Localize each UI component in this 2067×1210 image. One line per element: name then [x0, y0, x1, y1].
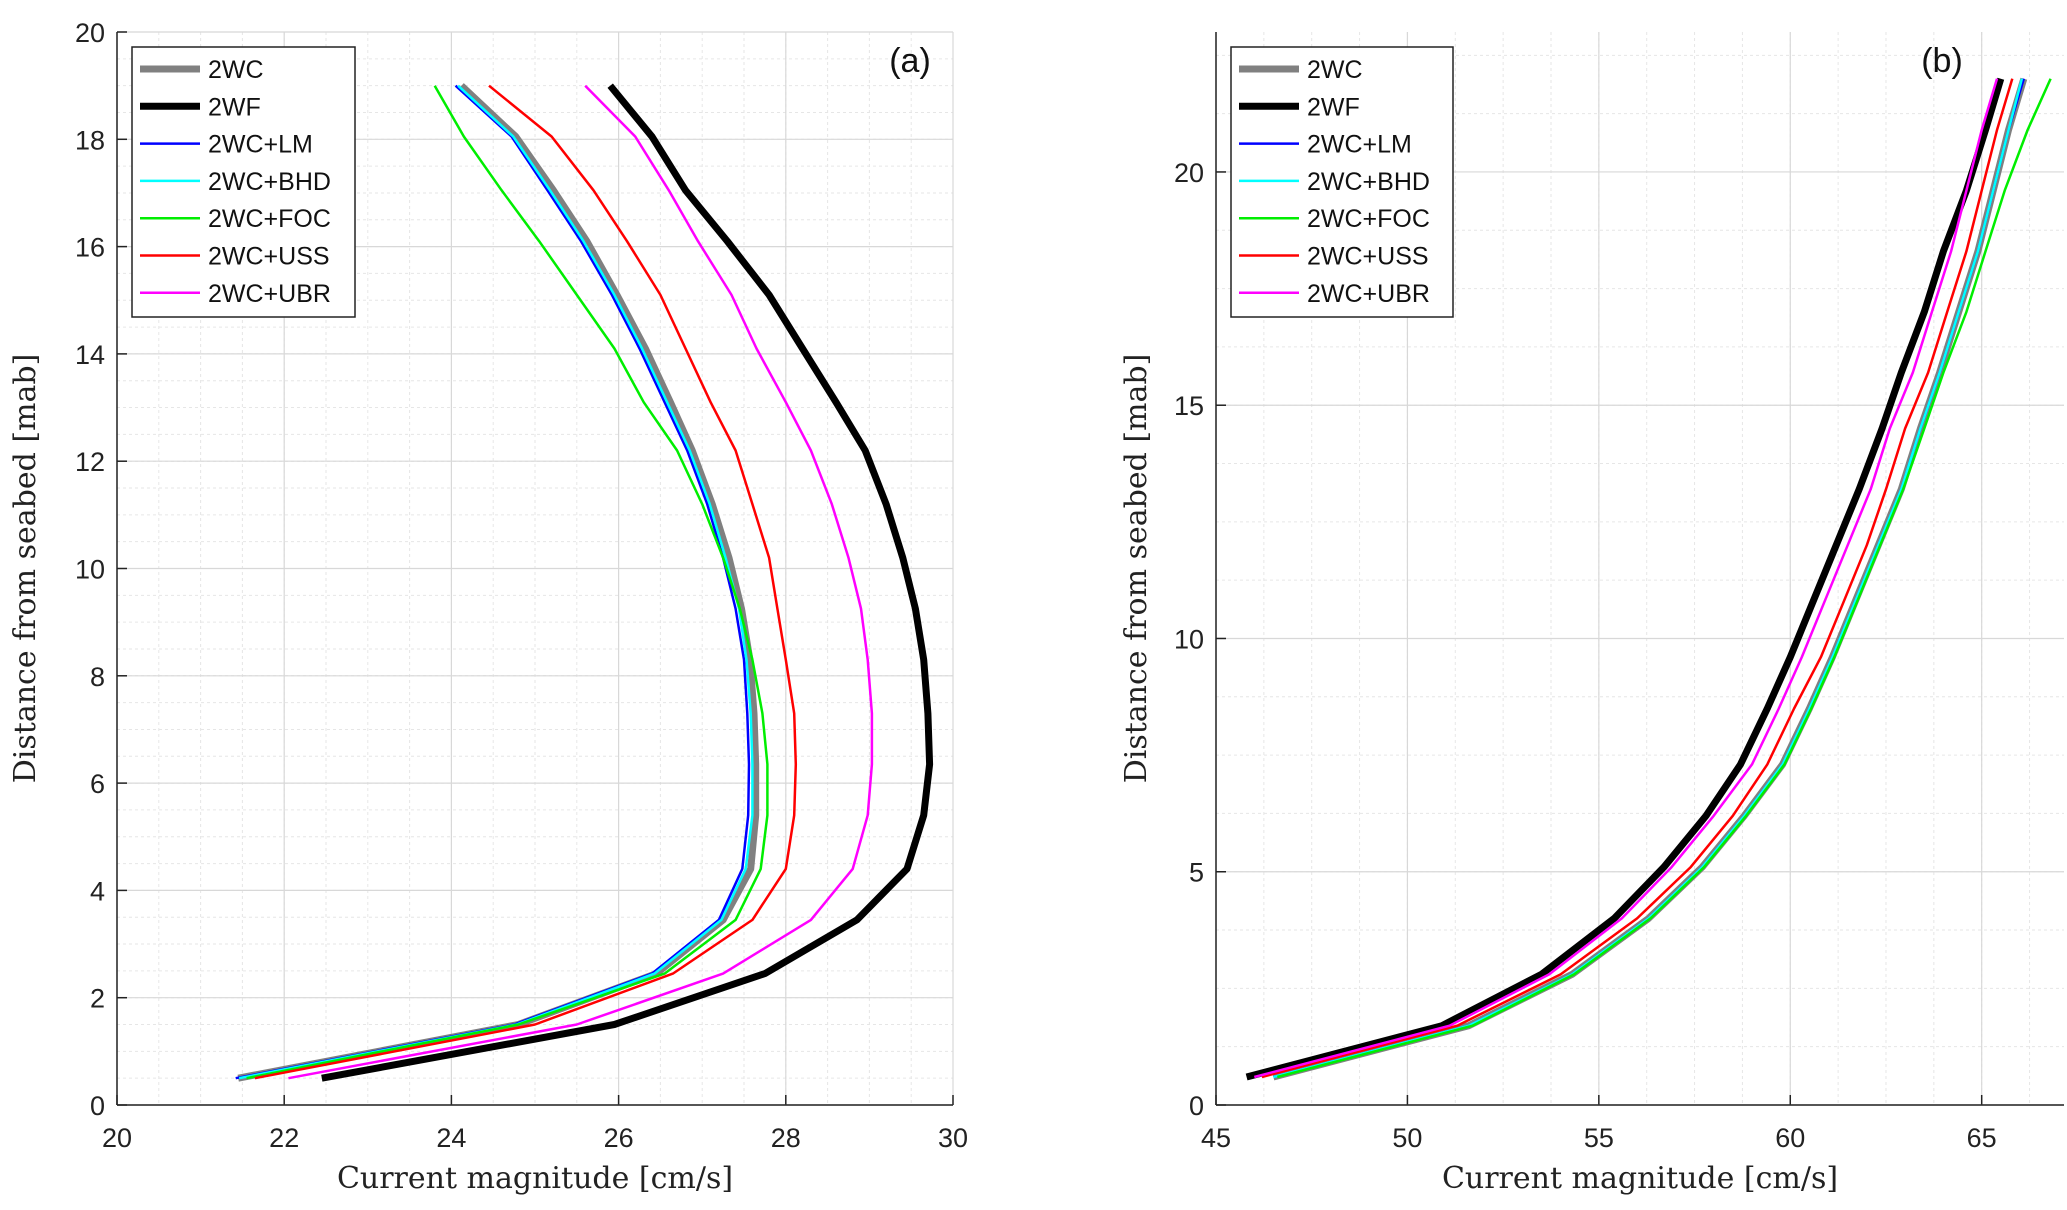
legend-label: 2WC+USS: [208, 243, 330, 271]
series-line-2wf: [1245, 77, 2005, 1081]
y-tick-label: 0: [90, 1091, 105, 1121]
x-tick-label: 65: [1967, 1123, 1997, 1153]
y-tick-label: 0: [1189, 1091, 1204, 1121]
legend: 2WC 2WF 2WC+LM 2WC+BHD 2WC+FOC 2WC+USS 2WC+UBR: [1230, 46, 1454, 318]
y-tick-label: 10: [1174, 624, 1204, 654]
y-tick-label: 4: [90, 876, 105, 906]
legend-label: 2WC+FOC: [1307, 205, 1430, 233]
legend-label: 2WF: [208, 93, 261, 121]
panel-b: 45 50 55 60 65 0 5 10 15 20 Current magnitude [cm/…: [1119, 32, 2064, 1196]
panel-label: (b): [1921, 42, 1963, 80]
x-tick-label: 26: [604, 1123, 634, 1153]
y-tick-label: 16: [75, 233, 105, 263]
series-line-2wc-lm: [235, 84, 751, 1080]
y-tick-label: 6: [90, 769, 105, 799]
legend-label: 2WC+FOC: [208, 205, 331, 233]
y-tick-label: 15: [1174, 391, 1204, 421]
series-line-2wc-ubr: [288, 84, 874, 1080]
x-tick-label: 22: [269, 1123, 299, 1153]
legend-label: 2WC+USS: [1307, 243, 1429, 271]
x-axis-label: Current magnitude [cm/s]: [1442, 1161, 1838, 1196]
panel-label: (a): [889, 42, 931, 80]
legend-label: 2WC+BHD: [1307, 168, 1430, 196]
series-line-2wc: [237, 83, 760, 1082]
x-tick-label: 20: [102, 1123, 132, 1153]
y-tick-label: 8: [90, 662, 105, 692]
y-axis-label: Distance from seabed [mab]: [1119, 354, 1154, 784]
x-tick-label: 45: [1201, 1123, 1231, 1153]
legend-label: 2WC+LM: [1307, 131, 1412, 159]
legend-label: 2WC+LM: [208, 131, 313, 159]
legend-label: 2WC+UBR: [1307, 280, 1430, 308]
y-tick-label: 5: [1189, 858, 1204, 888]
series-line-2wc-foc: [246, 85, 769, 1080]
x-tick-label: 55: [1584, 1123, 1614, 1153]
x-tick-label: 60: [1775, 1123, 1805, 1153]
y-tick-label: 2: [90, 984, 105, 1014]
x-tick-label: 28: [771, 1123, 801, 1153]
series-line-2wc-ubr: [1253, 78, 1999, 1079]
legend-label: 2WC+BHD: [208, 168, 331, 196]
x-tick-label: 30: [938, 1123, 968, 1153]
legend-label: 2WF: [1307, 93, 1360, 121]
legend-label: 2WC: [208, 56, 264, 84]
legend-label: 2WC+UBR: [208, 280, 331, 308]
y-tick-label: 18: [75, 125, 105, 155]
series-line-2wc-uss: [1261, 78, 2014, 1079]
y-tick-label: 10: [75, 555, 105, 585]
y-axis-label: Distance from seabed [mab]: [8, 354, 43, 784]
y-tick-label: 14: [75, 340, 105, 370]
legend: 2WC 2WF 2WC+LM 2WC+BHD 2WC+FOC 2WC+USS 2WC+UBR: [131, 46, 356, 318]
x-tick-label: 50: [1392, 1123, 1422, 1153]
series-line-2wc-foc: [1276, 78, 2052, 1079]
legend-label: 2WC: [1307, 56, 1363, 84]
y-tick-label: 12: [75, 447, 105, 477]
x-axis-label: Current magnitude [cm/s]: [337, 1161, 733, 1196]
x-tick-label: 24: [436, 1123, 466, 1153]
y-tick-label: 20: [75, 18, 105, 48]
series-line-2wc-uss: [254, 84, 798, 1080]
y-tick-label: 20: [1174, 158, 1204, 188]
series-line-2wf: [321, 83, 934, 1082]
